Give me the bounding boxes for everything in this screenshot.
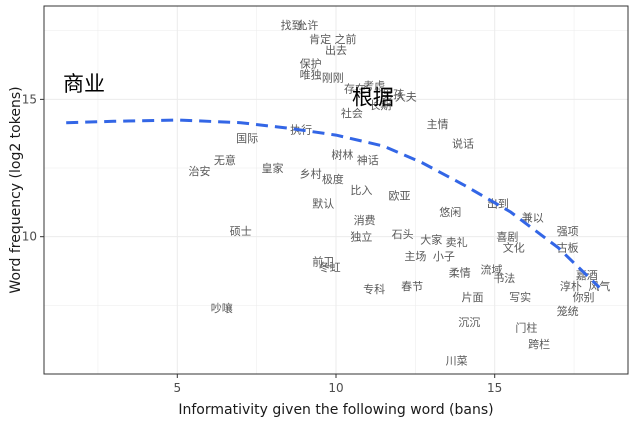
- y-tick-label: 15: [22, 92, 37, 106]
- point-label: 治安: [189, 164, 211, 178]
- point-label: 柔情: [449, 266, 471, 279]
- point-label: 大家: [420, 232, 442, 246]
- point-label: 男孩: [382, 88, 404, 101]
- point-label: 默认: [312, 198, 334, 211]
- point-label: 主情: [427, 118, 449, 131]
- point-label: 专科: [363, 282, 385, 296]
- point-label: 大夫: [395, 90, 417, 104]
- x-tick-label: 5: [173, 381, 181, 395]
- point-label: 找到: [281, 18, 303, 32]
- point-label: 独立: [350, 230, 372, 244]
- point-label: 硕士: [230, 225, 252, 238]
- point-label: 主场: [404, 249, 426, 263]
- point-label: 门柱: [515, 320, 537, 334]
- point-label: 乡村: [300, 167, 322, 181]
- point-label: 肯定: [309, 32, 331, 46]
- axis-ticks: 5 10 15 10 15: [22, 92, 503, 395]
- highlighted-label: 商业: [63, 72, 105, 96]
- point-label: 文化: [503, 241, 525, 255]
- point-label: 欧亚: [388, 189, 410, 202]
- point-label: 石头: [392, 228, 414, 241]
- point-label: 出去: [325, 43, 347, 57]
- point-label: 刚刚: [322, 71, 344, 84]
- point-label: 树林: [331, 147, 353, 161]
- x-tick-label: 10: [328, 381, 343, 395]
- point-label: 之前: [335, 32, 357, 46]
- point-label: 消费: [354, 213, 376, 227]
- point-label: 唯独: [300, 69, 322, 82]
- point-label: 吵嚷: [211, 301, 233, 315]
- point-label: 皇家: [262, 161, 284, 175]
- point-label: 强项: [557, 225, 579, 238]
- point-label: 说话: [452, 136, 474, 150]
- highlighted-label: 根据: [352, 86, 394, 110]
- point-label: 允许: [296, 18, 318, 32]
- point-label: 卖礼: [446, 235, 468, 249]
- point-label: 流域: [481, 263, 503, 277]
- point-label: 保护: [300, 57, 322, 71]
- point-label: 考虑: [363, 80, 385, 93]
- x-axis-title: Informativity given the following word (…: [178, 402, 493, 418]
- point-label: 你别: [573, 291, 595, 304]
- trend-line: [66, 118, 601, 289]
- point-label: 古板: [557, 241, 579, 255]
- point-label: 悠闲: [439, 205, 461, 219]
- x-tick-label: 15: [487, 381, 502, 395]
- point-label: 兼以: [522, 211, 544, 224]
- point-label: 川菜: [446, 354, 468, 367]
- point-label: 书法: [493, 271, 515, 285]
- point-label: 跨栏: [528, 337, 550, 351]
- point-label: 长期: [369, 99, 391, 112]
- point-label: 喜剧: [496, 231, 518, 244]
- point-label: 笼统: [557, 304, 579, 318]
- point-label: 社会: [341, 106, 363, 120]
- point-label: 无意: [214, 153, 236, 167]
- y-tick-label: 10: [22, 230, 37, 244]
- point-label: 比入: [350, 184, 372, 197]
- point-label: 片面: [461, 291, 483, 304]
- point-label: 小子: [433, 250, 455, 263]
- point-label: 神话: [357, 153, 379, 167]
- point-label: 冬虹: [319, 260, 341, 274]
- point-label: 淳朴: [560, 279, 582, 293]
- point-label: 前卫: [312, 254, 334, 268]
- point-label: 沉沉: [458, 316, 480, 329]
- point-label: 存在: [344, 81, 366, 95]
- point-label: 春节: [401, 280, 423, 293]
- point-label: 极度: [322, 172, 344, 186]
- point-label: 写实: [509, 290, 531, 304]
- y-axis-title: Word frequency (log2 tokens): [8, 86, 24, 293]
- point-label: 国际: [236, 132, 258, 145]
